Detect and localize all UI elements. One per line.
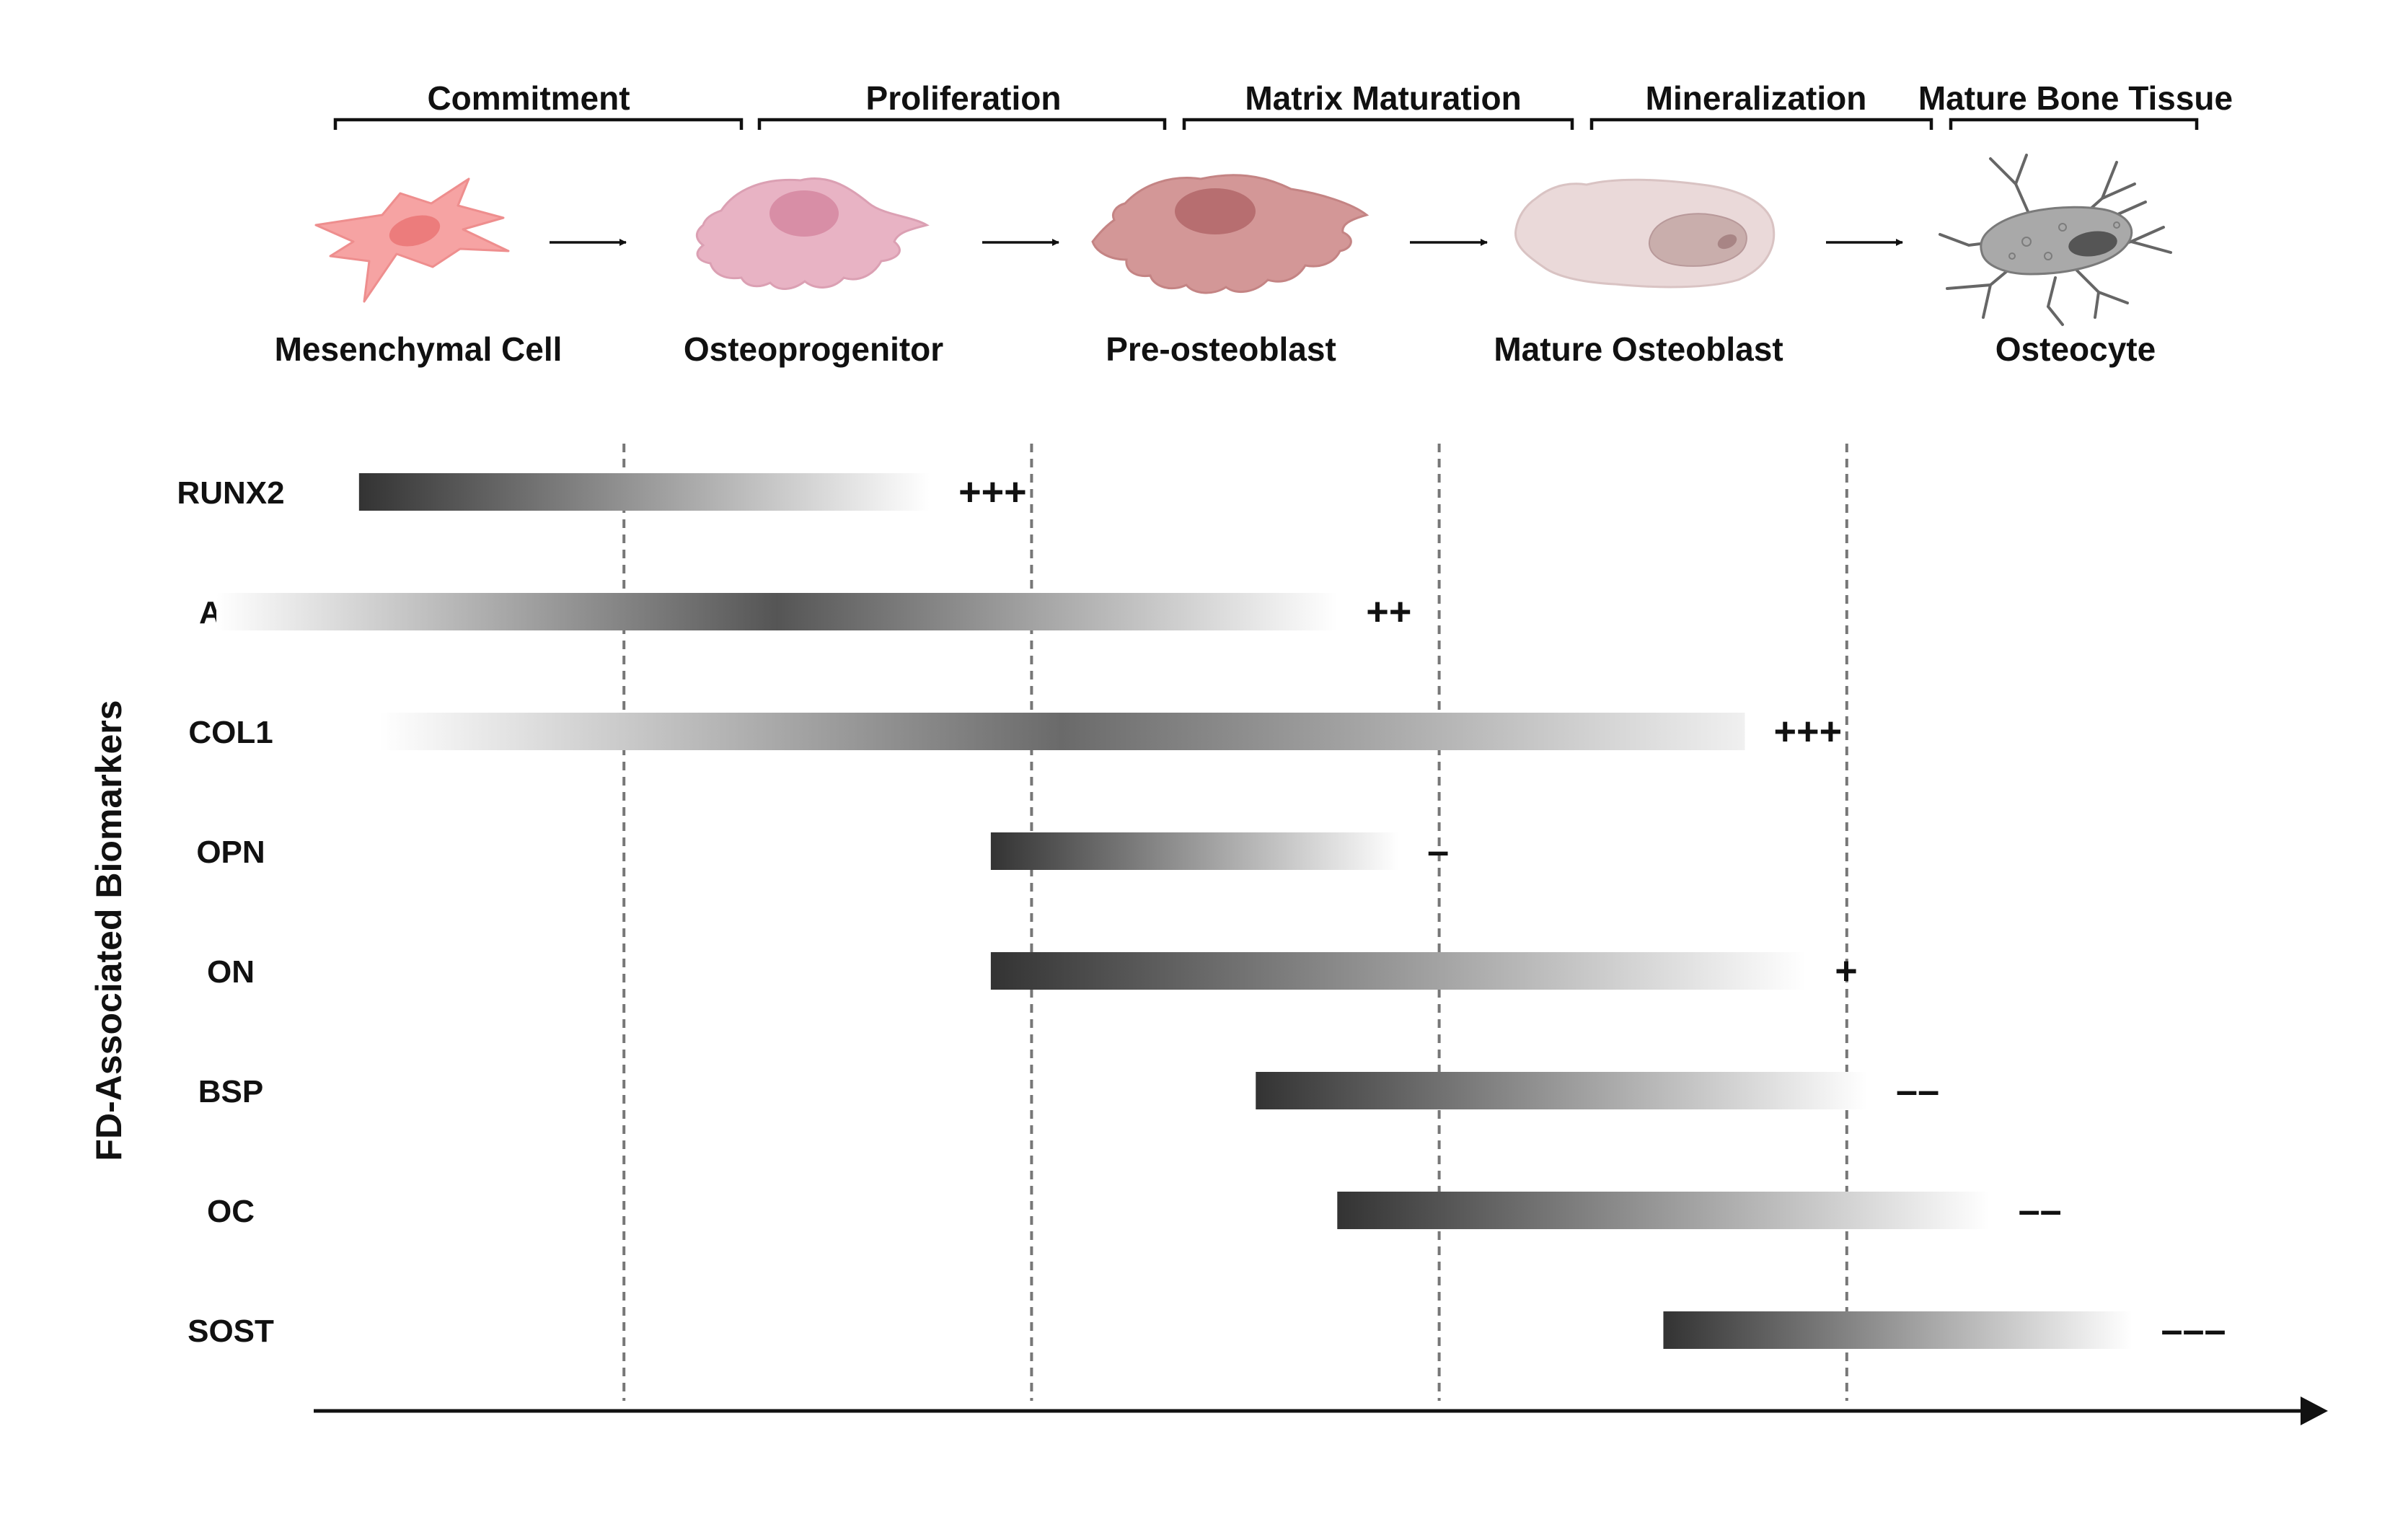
biomarker-label: SOST bbox=[188, 1314, 274, 1349]
expression-level-label: – bbox=[1427, 830, 1449, 873]
cell-label: Osteocyte bbox=[1995, 330, 2156, 368]
expression-level-label: +++ bbox=[1774, 710, 1843, 753]
stage-matrix-maturation: Matrix Maturation bbox=[1182, 79, 1574, 130]
y-axis-title: FD-Associated Biomarkers bbox=[89, 700, 129, 1161]
mesenchymal-cell-icon bbox=[314, 177, 510, 303]
timeline-axis bbox=[314, 1396, 2328, 1425]
expression-level-label: + bbox=[1835, 949, 1858, 993]
pre-osteoblast-icon bbox=[1091, 174, 1370, 294]
biomarker-row: SOST ––– bbox=[188, 1308, 2226, 1352]
expression-bar bbox=[358, 473, 930, 511]
biomarker-row: RUNX2 +++ bbox=[177, 470, 1026, 514]
biomarker-bars: RUNX2 +++ ALP++ COL1 +++ OPN – ON + BSP –– OC –– SOST… bbox=[177, 470, 2226, 1352]
expression-level-label: ++ bbox=[1366, 590, 1411, 633]
biomarker-label: COL1 bbox=[188, 715, 273, 750]
biomarker-row: OC –– bbox=[207, 1189, 2062, 1232]
expression-bar bbox=[216, 593, 1338, 630]
cell-label: Pre-osteoblast bbox=[1106, 330, 1336, 368]
stage-proliferation: Proliferation bbox=[757, 79, 1167, 130]
phase-boundaries bbox=[622, 444, 1848, 1401]
stage-bracket bbox=[1949, 118, 2199, 130]
biomarker-row: OPN – bbox=[196, 830, 1449, 873]
expression-bar bbox=[990, 832, 1399, 870]
timeline-arrowhead-icon bbox=[2301, 1396, 2328, 1425]
biomarker-label: BSP bbox=[198, 1074, 263, 1109]
stage-label: Mature Bone Tissue bbox=[1918, 79, 2233, 117]
stage-bracket bbox=[1182, 118, 1574, 130]
expression-bar bbox=[379, 713, 1745, 750]
cell-label: Mature Osteoblast bbox=[1494, 330, 1783, 368]
expression-level-label: +++ bbox=[958, 470, 1027, 514]
stage-bracket bbox=[333, 118, 744, 130]
biomarker-row: ALP++ bbox=[199, 590, 1411, 633]
stage-mineralization: Mineralization bbox=[1589, 79, 1933, 130]
biomarker-row: BSP –– bbox=[198, 1069, 1939, 1112]
stage-label: Matrix Maturation bbox=[1245, 79, 1521, 117]
biomarker-label: OPN bbox=[196, 835, 265, 870]
biomarker-row: COL1 +++ bbox=[188, 710, 1842, 753]
expression-bar bbox=[1256, 1072, 1868, 1109]
stage-label: Proliferation bbox=[866, 79, 1062, 117]
expression-level-label: ––– bbox=[2161, 1308, 2226, 1352]
expression-bar bbox=[990, 952, 1807, 990]
stage-commitment: Commitment bbox=[333, 79, 744, 130]
osteocyte-icon bbox=[1939, 154, 2172, 326]
mature-osteoblast-icon bbox=[1514, 178, 1776, 289]
stage-bracket bbox=[1589, 118, 1933, 130]
stage-label: Mineralization bbox=[1646, 79, 1867, 117]
cell-label: Mesenchymal Cell bbox=[275, 330, 563, 368]
expression-level-label: –– bbox=[2019, 1189, 2062, 1232]
biomarker-label: OC bbox=[207, 1194, 255, 1229]
stage-header: Commitment Proliferation Matrix Maturati… bbox=[333, 79, 2233, 130]
biomarker-label: ON bbox=[207, 954, 255, 990]
expression-bar bbox=[1663, 1311, 2133, 1349]
cell-label: Osteoprogenitor bbox=[684, 330, 943, 368]
biomarker-row: ON + bbox=[207, 949, 1858, 993]
expression-bar bbox=[1337, 1192, 1990, 1229]
stage-label: Commitment bbox=[427, 79, 630, 117]
biomarker-label: RUNX2 bbox=[177, 475, 284, 511]
osteoprogenitor-icon bbox=[695, 177, 930, 290]
expression-level-label: –– bbox=[1896, 1069, 1939, 1112]
cell-row: Mesenchymal Cell Osteoprogenitor Pre-ost… bbox=[275, 154, 2172, 368]
stage-mature-bone-tissue: Mature Bone Tissue bbox=[1918, 79, 2233, 130]
stage-bracket bbox=[757, 118, 1167, 130]
